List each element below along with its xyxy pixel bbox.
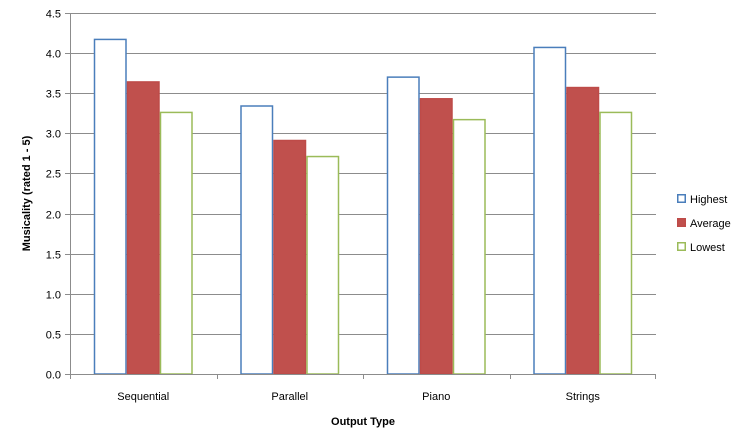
y-tick-label: 1.5 [46, 250, 61, 262]
y-tick-label: 1.0 [46, 290, 61, 302]
legend: Highest Average Lowest [677, 194, 731, 254]
bar-average-parallel [273, 139, 307, 375]
y-tick-label: 4.0 [46, 49, 61, 61]
bars [93, 38, 633, 375]
bar-highest-strings [533, 46, 567, 375]
bar-highest-sequential [93, 38, 127, 375]
y-tick-label: 0.5 [46, 330, 61, 342]
bar-lowest-sequential [159, 111, 193, 375]
legend-label-lowest: Lowest [690, 242, 725, 254]
y-tick-label: 2.5 [46, 169, 61, 181]
axes [65, 13, 656, 379]
y-tick-label: 4.5 [46, 9, 61, 21]
y-tick-label: 2.0 [46, 210, 61, 222]
bar-highest-parallel [240, 105, 274, 375]
bar-lowest-strings [599, 111, 633, 375]
y-tick-label: 3.0 [46, 129, 61, 141]
bar-average-piano [419, 98, 453, 375]
y-axis-title: Musicality (rated 1 - 5) [21, 135, 33, 251]
x-tick-labels: Sequential Parallel Piano Strings [117, 391, 600, 403]
y-tick-label: 3.5 [46, 89, 61, 101]
bar-average-strings [566, 86, 600, 375]
x-tick-label: Sequential [117, 391, 169, 403]
y-tick-label: 0.0 [46, 370, 61, 382]
x-axis-title: Output Type [331, 416, 395, 428]
y-tick-labels: 0.0 0.5 1.0 1.5 2.0 2.5 3.0 3.5 4.0 4.5 [46, 9, 61, 382]
bar-lowest-piano [452, 118, 486, 375]
legend-swatch-average [677, 218, 686, 227]
x-tick-label: Parallel [271, 391, 308, 403]
bar-highest-piano [386, 76, 420, 375]
legend-label-highest: Highest [690, 194, 727, 206]
legend-label-average: Average [690, 218, 731, 230]
legend-swatch-lowest [677, 242, 686, 251]
x-tick-label: Piano [422, 391, 450, 403]
bar-average-sequential [126, 81, 160, 375]
legend-swatch-highest [677, 194, 686, 203]
x-tick-label: Strings [566, 391, 601, 403]
bar-lowest-parallel [306, 155, 340, 375]
